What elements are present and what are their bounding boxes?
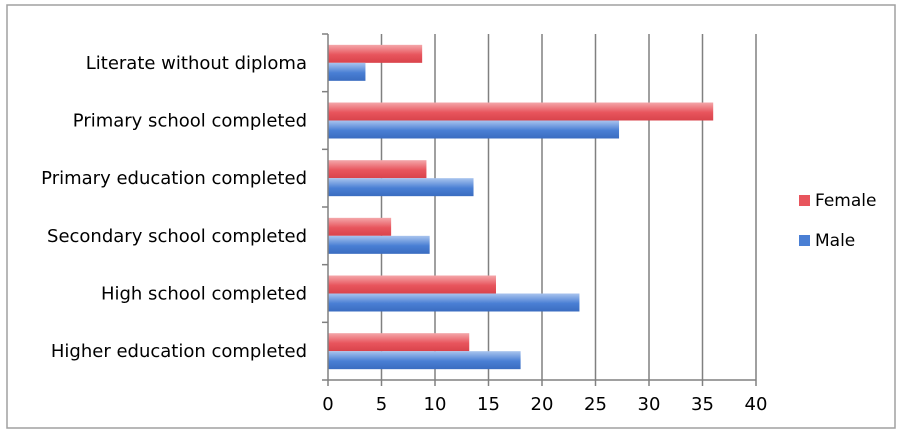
category-label: Primary school completed [73, 111, 307, 132]
legend-swatch-female [799, 195, 810, 206]
x-tick-label: 5 [376, 394, 387, 415]
x-tick-label: 15 [477, 394, 500, 415]
x-tick-label: 10 [424, 394, 447, 415]
x-tick-label: 30 [638, 394, 661, 415]
category-label: Higher education completed [51, 341, 307, 362]
gridlines [380, 34, 757, 380]
x-tick-label: 25 [584, 394, 607, 415]
bar-female [328, 333, 470, 352]
legend-label-male: Male [815, 231, 855, 251]
bar-female [328, 217, 392, 236]
legend-swatch-male [799, 235, 810, 246]
bars [328, 44, 714, 370]
bar-male [328, 293, 580, 312]
labels: 0 5 10 15 20 25 30 35 40 Literate without diploma… [41, 53, 767, 415]
category-label: Literate without diploma [86, 53, 307, 74]
bar-female [328, 160, 427, 179]
category-label: Secondary school completed [47, 226, 307, 247]
bar-male [328, 178, 474, 197]
category-label: High school completed [101, 284, 307, 305]
axes [322, 33, 757, 386]
bar-male [328, 62, 366, 81]
bar-female [328, 275, 496, 294]
x-tick-label: 35 [691, 394, 714, 415]
chart-border [6, 4, 896, 429]
category-label: Primary education completed [41, 168, 307, 189]
legend: Female Male [799, 191, 876, 251]
x-tick-label: 40 [745, 394, 768, 415]
bar-female [328, 102, 714, 121]
x-tick-label: 0 [322, 394, 333, 415]
legend-label-female: Female [815, 191, 876, 211]
x-tick-label: 20 [531, 394, 554, 415]
bar-male [328, 120, 620, 139]
bar-female [328, 44, 423, 63]
bar-male [328, 235, 430, 254]
bar-male [328, 351, 521, 370]
